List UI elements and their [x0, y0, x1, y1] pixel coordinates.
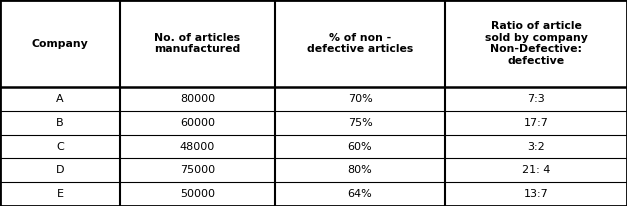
- Text: 21: 4: 21: 4: [522, 165, 550, 175]
- Text: D: D: [56, 165, 64, 175]
- Text: 80000: 80000: [180, 94, 215, 104]
- Text: Ratio of article
sold by company
Non-Defective:
defective: Ratio of article sold by company Non-Def…: [485, 21, 587, 66]
- Text: 3:2: 3:2: [527, 142, 545, 152]
- Text: % of non -
defective articles: % of non - defective articles: [307, 33, 413, 54]
- Text: 13:7: 13:7: [524, 189, 549, 199]
- Text: 75%: 75%: [347, 118, 372, 128]
- Text: 70%: 70%: [347, 94, 372, 104]
- Text: No. of articles
manufactured: No. of articles manufactured: [154, 33, 241, 54]
- Text: C: C: [56, 142, 64, 152]
- Text: 17:7: 17:7: [524, 118, 549, 128]
- Text: Company: Company: [31, 39, 88, 49]
- Text: E: E: [56, 189, 63, 199]
- Text: 60000: 60000: [180, 118, 215, 128]
- Text: 50000: 50000: [180, 189, 215, 199]
- Text: B: B: [56, 118, 64, 128]
- Text: 64%: 64%: [347, 189, 372, 199]
- Text: 80%: 80%: [347, 165, 372, 175]
- Text: 7:3: 7:3: [527, 94, 545, 104]
- Text: 75000: 75000: [180, 165, 215, 175]
- Text: 48000: 48000: [180, 142, 215, 152]
- Text: A: A: [56, 94, 64, 104]
- Text: 60%: 60%: [348, 142, 372, 152]
